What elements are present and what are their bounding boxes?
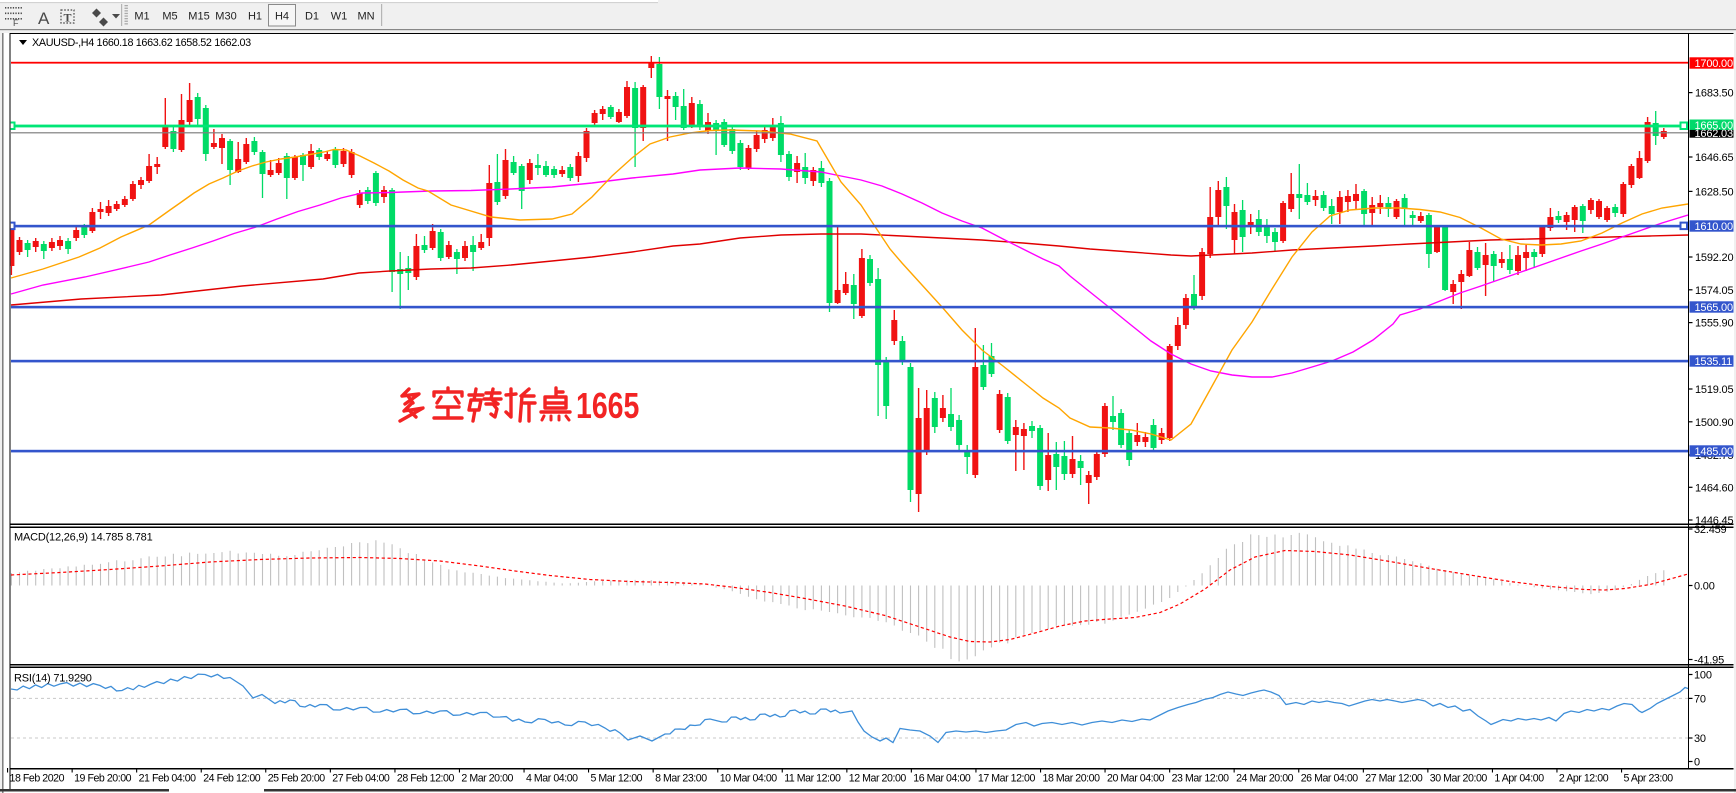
svg-text:1519.05: 1519.05 xyxy=(1695,384,1733,396)
svg-text:M15: M15 xyxy=(188,11,209,23)
svg-text:D1: D1 xyxy=(305,11,319,23)
svg-text:M30: M30 xyxy=(215,11,236,23)
svg-text:1610.00: 1610.00 xyxy=(1695,221,1733,233)
svg-text:23 Mar 12:00: 23 Mar 12:00 xyxy=(1172,773,1230,785)
svg-text:4 Mar 04:00: 4 Mar 04:00 xyxy=(526,773,578,785)
svg-text:1500.90: 1500.90 xyxy=(1695,417,1733,429)
svg-text:1565.00: 1565.00 xyxy=(1695,302,1733,314)
svg-text:H4: H4 xyxy=(275,11,289,23)
svg-text:1665: 1665 xyxy=(576,385,639,426)
svg-text:8 Mar 23:00: 8 Mar 23:00 xyxy=(655,773,707,785)
svg-text:1628.50: 1628.50 xyxy=(1695,186,1733,198)
svg-text:1574.05: 1574.05 xyxy=(1695,285,1733,297)
svg-text:1446.45: 1446.45 xyxy=(1695,515,1733,527)
svg-text:32.459: 32.459 xyxy=(1694,524,1727,536)
svg-text:1665.00: 1665.00 xyxy=(1695,120,1733,132)
svg-text:17 Mar 12:00: 17 Mar 12:00 xyxy=(978,773,1036,785)
svg-text:100: 100 xyxy=(1694,670,1712,682)
svg-text:MACD(12,26,9) 14.785 8.781: MACD(12,26,9) 14.785 8.781 xyxy=(14,532,153,544)
svg-text:2 Apr 12:00: 2 Apr 12:00 xyxy=(1559,773,1609,785)
svg-text:11 Mar 12:00: 11 Mar 12:00 xyxy=(784,773,841,785)
svg-text:1485.00: 1485.00 xyxy=(1695,446,1733,458)
svg-text:24 Mar 20:00: 24 Mar 20:00 xyxy=(1236,773,1294,785)
svg-text:M5: M5 xyxy=(162,11,177,23)
svg-text:26 Mar 04:00: 26 Mar 04:00 xyxy=(1301,773,1359,785)
svg-text:21 Feb 04:00: 21 Feb 04:00 xyxy=(139,773,197,785)
svg-text:5 Mar 12:00: 5 Mar 12:00 xyxy=(591,773,643,785)
svg-text:1700.00: 1700.00 xyxy=(1695,58,1733,70)
svg-text:25 Feb 20:00: 25 Feb 20:00 xyxy=(268,773,326,785)
svg-text:H1: H1 xyxy=(248,11,262,23)
svg-text:1464.60: 1464.60 xyxy=(1695,482,1733,494)
svg-text:5 Apr 23:00: 5 Apr 23:00 xyxy=(1624,773,1674,785)
svg-text:2 Mar 20:00: 2 Mar 20:00 xyxy=(461,773,513,785)
svg-text:12 Mar 20:00: 12 Mar 20:00 xyxy=(849,773,907,785)
svg-text:1662.03: 1662.03 xyxy=(1695,128,1733,140)
svg-text:70: 70 xyxy=(1694,693,1706,705)
svg-text:10 Mar 04:00: 10 Mar 04:00 xyxy=(720,773,778,785)
svg-text:XAUUSD-,H4 1660.18 1663.62 16: XAUUSD-,H4 1660.18 1663.62 1658.52 1662.… xyxy=(32,37,251,49)
svg-text:1683.50: 1683.50 xyxy=(1695,88,1733,100)
svg-text:1555.90: 1555.90 xyxy=(1695,318,1733,330)
svg-text:1646.65: 1646.65 xyxy=(1695,152,1733,164)
svg-text:0: 0 xyxy=(1694,757,1700,769)
svg-text:20 Mar 04:00: 20 Mar 04:00 xyxy=(1107,773,1165,785)
svg-text:T: T xyxy=(64,11,72,25)
svg-text:1535.11: 1535.11 xyxy=(1695,356,1733,368)
svg-text:18 Feb 2020: 18 Feb 2020 xyxy=(10,773,65,785)
svg-text:24 Feb 12:00: 24 Feb 12:00 xyxy=(203,773,261,785)
svg-text:-41.95: -41.95 xyxy=(1694,655,1724,667)
svg-text:1 Apr 04:00: 1 Apr 04:00 xyxy=(1494,773,1544,785)
svg-text:30: 30 xyxy=(1694,733,1706,745)
svg-text:F: F xyxy=(13,18,19,28)
svg-text:27 Feb 04:00: 27 Feb 04:00 xyxy=(332,773,390,785)
svg-text:M1: M1 xyxy=(134,11,149,23)
svg-text:27 Mar 12:00: 27 Mar 12:00 xyxy=(1365,773,1423,785)
svg-text:18 Mar 20:00: 18 Mar 20:00 xyxy=(1043,773,1101,785)
svg-text:MN: MN xyxy=(357,11,374,23)
svg-text:1592.20: 1592.20 xyxy=(1695,252,1733,264)
svg-text:19 Feb 20:00: 19 Feb 20:00 xyxy=(74,773,132,785)
svg-text:A: A xyxy=(38,9,50,28)
svg-text:0.00: 0.00 xyxy=(1694,581,1715,593)
svg-text:RSI(14) 71.9290: RSI(14) 71.9290 xyxy=(14,673,92,685)
svg-text:W1: W1 xyxy=(331,11,348,23)
svg-text:28 Feb 12:00: 28 Feb 12:00 xyxy=(397,773,455,785)
svg-text:30 Mar 20:00: 30 Mar 20:00 xyxy=(1430,773,1488,785)
svg-text:16 Mar 04:00: 16 Mar 04:00 xyxy=(913,773,971,785)
